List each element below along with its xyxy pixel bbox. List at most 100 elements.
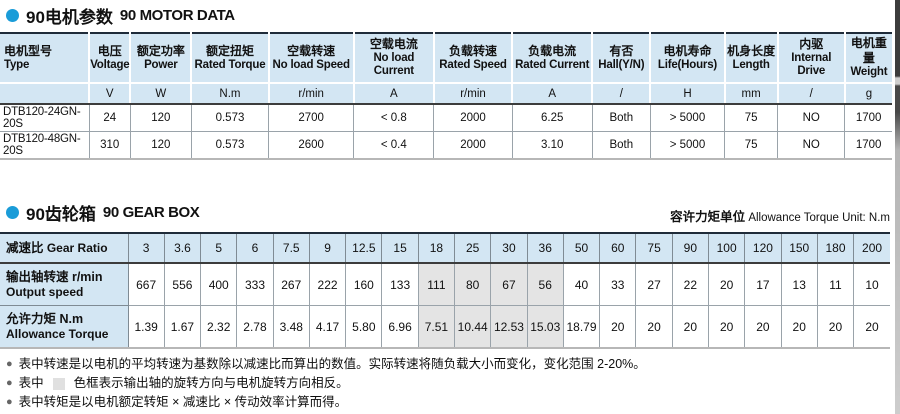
gear-torque-cell: 1.39: [127, 305, 165, 349]
gear-speed-cell: 556: [163, 262, 202, 306]
motor-unit-cell: g: [843, 82, 892, 105]
motor-header-en: Weight: [850, 66, 888, 78]
gear-title-en: 90 GEAR BOX: [102, 204, 200, 221]
motor-unit-cell: r/min: [432, 82, 513, 105]
gear-ratio-cell: 100: [707, 233, 746, 264]
gear-torque-cell: 5.80: [345, 305, 383, 349]
gear-ratio-cell: 3.6: [163, 233, 202, 264]
motor-title-zh: 90电机参数: [26, 8, 113, 27]
gear-torque-cell: 1.67: [163, 305, 202, 349]
motor-header-en: No load Current: [373, 52, 415, 77]
motor-header-row: 电机型号 Type 电压 Voltage 额定功率 Power 额定扭矩 Rated Torq…: [0, 33, 892, 83]
gear-ratio-cell: 5: [200, 233, 238, 264]
motor-value-cell: > 5000: [649, 131, 726, 160]
gear-torque-cell: 7.51: [417, 305, 456, 349]
gear-torque-cell: 15.03: [526, 305, 564, 349]
motor-header-zh: 有否: [609, 43, 634, 58]
motor-value-cell: 2000: [433, 104, 513, 132]
motor-header-en: Power: [144, 58, 178, 71]
motor-value-cell: < 0.8: [353, 104, 435, 132]
gear-speed-cell: 56: [526, 262, 564, 306]
motor-header-en: Internal Drive: [791, 52, 832, 77]
motor-value-cell: 1700: [844, 131, 892, 160]
motor-value-cell: 2700: [268, 104, 355, 132]
motor-header-cell: 额定功率 Power: [129, 33, 192, 83]
gear-speed-cell: 27: [635, 262, 673, 306]
gear-speed-cell: 17: [744, 262, 782, 306]
motor-data-row: DTB120-24GN-20S 24 120 0.573 2700 < 0.8 2000 6.…: [0, 104, 892, 132]
torque-unit-note: 容许力矩单位 Allowance Torque Unit: N.m: [670, 206, 890, 225]
gear-row-label: 减速比 Gear Ratio: [0, 233, 129, 264]
gear-speed-cell: 160: [345, 262, 383, 306]
motor-header-cell: 电机重量 Weight: [843, 33, 892, 83]
gear-torque-cell: 20: [816, 305, 855, 349]
gear-speed-cell: 22: [671, 262, 710, 306]
note-text: 表中: [18, 376, 44, 390]
motor-value-cell: 0.573: [190, 131, 270, 160]
gear-ratio-cell: 200: [853, 233, 890, 264]
gear-torque-cell: 20: [780, 305, 818, 349]
note-item: ● 表中转矩是以电机额定转矩 × 减速比 × 传动效率计算而得。: [6, 393, 900, 412]
motor-header-en: Rated Speed: [439, 58, 507, 71]
motor-header-en: No load Speed: [272, 58, 350, 71]
gear-ratio-cell: 6: [236, 233, 274, 264]
motor-header-zh: 空载转速: [287, 43, 336, 58]
motor-header-cell: 空载转速 No load Speed: [267, 33, 354, 83]
gear-row-label: 输出轴转速 r/min Output speed: [0, 263, 129, 306]
motor-model-cell: DTB120-48GN-20S: [0, 131, 90, 160]
motor-header-en: Voltage: [90, 58, 130, 71]
gear-torque-cell: 2.32: [200, 305, 238, 349]
motor-unit-cell: /: [591, 82, 651, 105]
gear-torque-cell: 20: [671, 305, 710, 349]
motor-title-en: 90 MOTOR DATA: [119, 7, 235, 24]
gear-speed-cell: 133: [381, 262, 419, 306]
gear-ratio-cell: 180: [816, 233, 855, 264]
motor-value-cell: 3.10: [511, 131, 593, 160]
motor-value-cell: 1700: [844, 104, 892, 132]
gear-speed-cell: 222: [308, 262, 347, 306]
note-item: ● 表中 色框表示输出轴的旋转方向与电机旋转方向相反。: [6, 374, 900, 393]
motor-header-cell: 电机寿命 Life(Hours): [649, 33, 725, 83]
motor-header-zh: 空载电流: [369, 37, 418, 51]
gear-torque-cell: 20: [599, 305, 637, 349]
gear-ratio-cell: 7.5: [272, 233, 310, 264]
scan-edge-artifact: [895, 0, 900, 414]
footnotes: ● 表中转速是以电机的平均转速为基数除以减速比而算出的数值。实际转速将随负载大小而…: [0, 355, 900, 414]
motor-header-cell: 机身长度 Length: [723, 33, 778, 83]
motor-unit-cell: H: [649, 82, 725, 105]
motor-header-cell: 内驱 Internal Drive: [776, 33, 845, 83]
motor-header-cell: 电压 Voltage: [88, 33, 131, 83]
gear-speed-cell: 67: [490, 262, 528, 306]
section-bullet-icon: [6, 9, 19, 22]
gear-speed-cell: 400: [200, 262, 238, 306]
gear-torque-cell: 20: [853, 305, 890, 349]
motor-header-zh: 负载电流: [528, 43, 577, 58]
note-text: 表中转速是以电机的平均转速为基数除以减速比而算出的数值。实际转速将随负载大小而变…: [18, 357, 646, 371]
gear-row-label: 允许力矩 N.m Allowance Torque: [0, 305, 129, 349]
motor-header-zh: 额定功率: [136, 43, 185, 58]
motor-unit-cell: /: [776, 82, 845, 105]
note-bullet-icon: ●: [6, 358, 13, 370]
note-bullet-icon: ●: [6, 396, 13, 408]
motor-unit-cell: [0, 82, 90, 105]
gear-torque-cell: 12.53: [490, 305, 528, 349]
gear-speed-row: 输出轴转速 r/min Output speed 667 556 400 333 267 22…: [0, 262, 890, 306]
gear-ratio-cell: 36: [526, 233, 564, 264]
motor-value-cell: > 5000: [649, 104, 726, 132]
gear-speed-cell: 333: [236, 262, 274, 306]
gear-torque-cell: 20: [635, 305, 673, 349]
motor-header-en: Hall(Y/N): [598, 58, 645, 71]
motor-value-cell: 24: [88, 104, 131, 132]
motor-value-cell: 120: [129, 104, 192, 132]
motor-value-cell: NO: [777, 104, 846, 132]
gear-label-zh: 允许力矩 N.m: [6, 312, 84, 326]
motor-value-cell: Both: [591, 104, 651, 132]
note-item: ● 表中转速是以电机的平均转速为基数除以减速比而算出的数值。实际转速将随负载大小而…: [6, 355, 900, 374]
torque-unit-note-zh: 容许力矩单位: [670, 210, 746, 224]
motor-header-en: Length: [732, 58, 770, 71]
motor-header-zh: 电机型号: [4, 43, 53, 58]
motor-header-cell: 额定扭矩 Rated Torque: [190, 33, 269, 83]
motor-header-cell: 空载电流 No load Current: [352, 33, 434, 83]
